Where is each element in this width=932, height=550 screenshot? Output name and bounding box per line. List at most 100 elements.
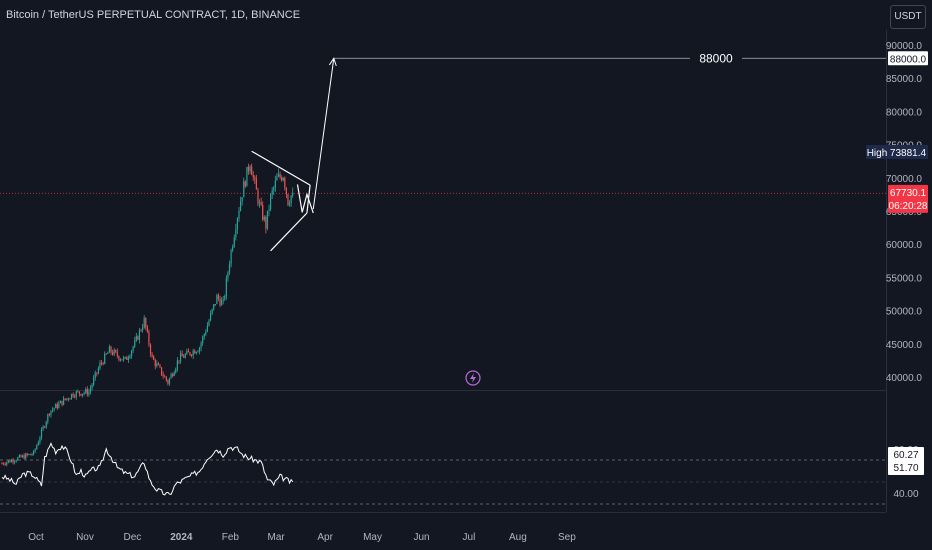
candle (246, 166, 248, 187)
candle (69, 398, 71, 400)
candle-body (61, 400, 63, 405)
candle (178, 360, 180, 365)
target-price-badge-text: 88000.0 (890, 54, 927, 65)
candle (89, 385, 92, 395)
candle-body (249, 166, 251, 172)
candle (263, 215, 265, 222)
candle-body (276, 176, 278, 181)
candle (137, 335, 139, 341)
current-price-text: 67730.1 (890, 188, 927, 199)
candle-body (140, 330, 142, 332)
triangle-lower-line (270, 212, 308, 252)
price-tick-label: 40000.0 (886, 373, 923, 384)
candle-body (12, 460, 14, 463)
rsi-value-badge (888, 447, 924, 475)
candle (268, 204, 270, 217)
candle-body (209, 313, 212, 321)
candle (127, 355, 129, 363)
candle (249, 164, 251, 175)
candle (208, 318, 210, 327)
candle-body (137, 336, 139, 340)
candle (97, 366, 99, 375)
drawings: 88000 (251, 51, 886, 252)
candle (209, 310, 212, 322)
candle-body (281, 177, 283, 181)
candle (288, 200, 291, 207)
candle (276, 173, 278, 181)
candle (202, 335, 204, 346)
candle-body (2, 463, 5, 465)
candle (228, 260, 231, 276)
candle (287, 193, 289, 207)
candle (172, 372, 174, 378)
candle-body (6, 462, 8, 465)
candle (119, 358, 122, 362)
candle-body (290, 195, 292, 204)
candle (222, 296, 224, 305)
candle-body (273, 187, 275, 191)
candle-body (263, 217, 265, 220)
candle (80, 393, 82, 397)
price-tick-label: 50000.0 (886, 307, 923, 318)
candle-body (112, 352, 114, 355)
candle (156, 360, 158, 368)
candle (86, 386, 88, 397)
candle (236, 217, 239, 235)
candle-body (165, 376, 167, 381)
candle-body (126, 357, 128, 360)
candle (173, 370, 175, 377)
candle (258, 199, 261, 208)
target-price-badge (888, 51, 928, 66)
candle-body (124, 357, 126, 359)
candle-body (21, 455, 24, 458)
candle (129, 354, 131, 359)
candle-body (78, 391, 81, 394)
candle-body (224, 295, 226, 300)
candle-body (156, 363, 158, 367)
candle (191, 353, 193, 358)
candle-body (108, 346, 111, 353)
candle (51, 406, 54, 413)
candle-body (10, 460, 13, 463)
candle (216, 293, 218, 305)
candle-body (198, 347, 201, 352)
candle-body (258, 202, 261, 204)
candle-body (247, 166, 250, 172)
candle (142, 323, 144, 333)
candle (9, 458, 11, 463)
candle (74, 394, 76, 399)
candle-body (181, 353, 183, 357)
candle-body (39, 437, 41, 443)
candle (200, 341, 202, 352)
candle (50, 410, 52, 418)
candle (192, 348, 194, 360)
candle (274, 175, 276, 192)
candle-body (168, 378, 171, 384)
candle-body (100, 363, 103, 365)
candle (18, 454, 20, 458)
candle-body (58, 403, 60, 408)
candle-body (230, 250, 232, 265)
candle (149, 343, 152, 358)
candle-body (217, 295, 220, 300)
candle (244, 180, 246, 189)
rsi-line (1, 442, 294, 496)
candle (232, 244, 234, 253)
candle (153, 355, 155, 361)
candle (225, 275, 227, 300)
candle-body (195, 352, 197, 354)
candle (181, 350, 183, 357)
candle (34, 448, 36, 453)
target-label: 88000 (699, 51, 733, 65)
candle (281, 175, 283, 182)
candle-body (265, 217, 267, 229)
candle-body (186, 350, 188, 355)
rsi-value-1: 60.27 (893, 450, 918, 461)
candle (63, 395, 65, 406)
candle-body (59, 400, 62, 404)
candle (28, 453, 30, 456)
currency-button[interactable]: USDT (890, 5, 926, 29)
time-tick-label: Jun (413, 532, 429, 543)
candle-body (233, 237, 235, 247)
